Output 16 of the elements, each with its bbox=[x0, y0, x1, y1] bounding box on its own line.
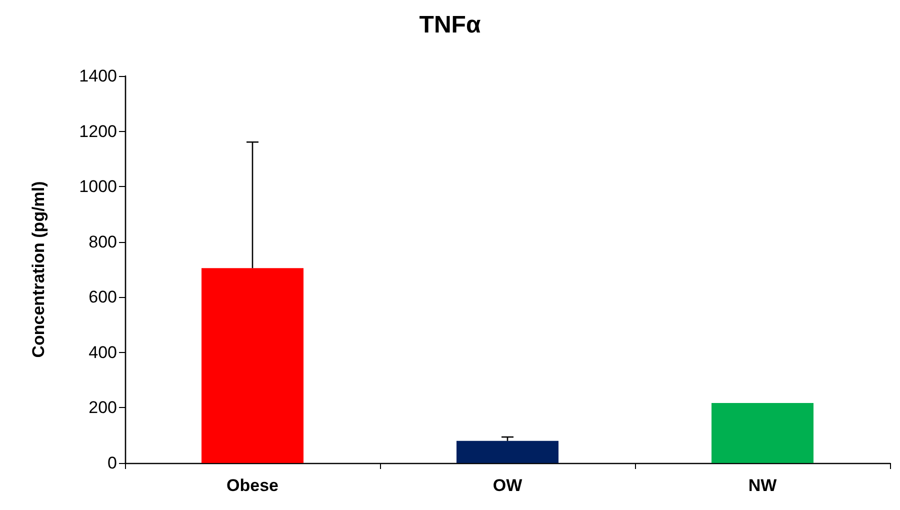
x-tick-label: NW bbox=[748, 476, 778, 495]
bar bbox=[456, 440, 558, 463]
bar bbox=[712, 403, 814, 463]
x-tick-label: Obese bbox=[226, 476, 278, 495]
bar bbox=[202, 268, 304, 463]
y-tick-label: 200 bbox=[88, 398, 117, 418]
y-tick-label: 1400 bbox=[79, 66, 117, 86]
y-tick-label: 400 bbox=[88, 342, 117, 362]
chart-title: TNFα bbox=[419, 12, 481, 38]
y-axis-title: Concentration (pg/ml) bbox=[29, 181, 48, 358]
y-tick-label: 600 bbox=[88, 288, 117, 307]
x-tick-label: OW bbox=[492, 476, 524, 495]
y-tick-label: 800 bbox=[88, 232, 117, 252]
y-tick-label: 0 bbox=[108, 454, 117, 472]
y-tick-label: 1000 bbox=[79, 177, 117, 196]
y-tick-label: 1200 bbox=[79, 122, 117, 141]
